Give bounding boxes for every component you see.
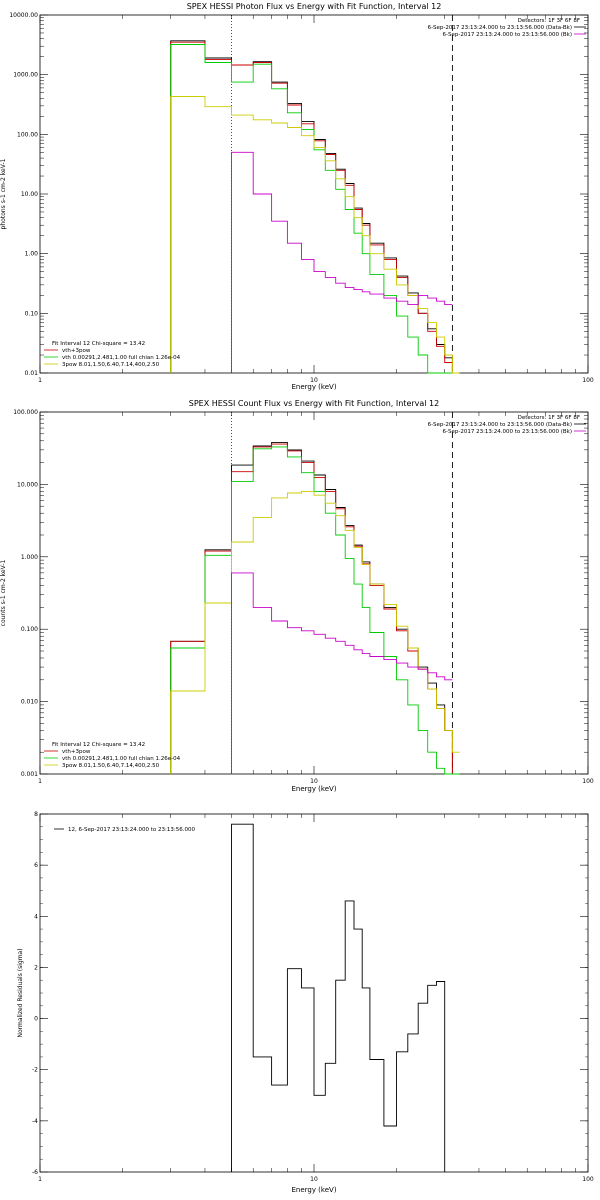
legend-bk-label: 6-Sep-2017 23:13:24.000 to 23:13:56.000 … (443, 32, 573, 38)
total-histogram (170, 41, 460, 374)
x-tick-label: 100 (582, 778, 594, 785)
data-histogram (170, 441, 460, 775)
y-tick-label: 0.10 (25, 310, 39, 317)
y-tick-label: 10000.00 (9, 12, 38, 19)
powerlaw-histogram (170, 96, 460, 374)
residuals-legend: 12, 6-Sep-2017 23:13:24.000 to 23:13:56.… (54, 827, 195, 833)
fit-label-2: Fit Interval 12 Chi-square = 13.42 (52, 742, 145, 748)
photon-flux-axes: 1 10 100 0.01 0.10 1.00 10.00 100.00 1000.00 1000… (9, 12, 594, 384)
x-tick-label: 10 (310, 1176, 318, 1183)
y-tick-label: 1000.00 (13, 72, 38, 79)
y-tick-label: -6 (32, 1169, 38, 1176)
y-tick-label: 2 (34, 964, 38, 971)
y-tick-label: 0.01 (25, 370, 39, 377)
y-tick-label: 0 (34, 1016, 38, 1023)
detectors-label: Detectors: 1F 3F 6F 8F (518, 18, 580, 24)
y-tick-label: 100.00 (17, 131, 38, 138)
x-tick-label: 100 (582, 377, 594, 384)
powerlaw-histogram (170, 490, 460, 774)
y-tick-label: 0.100 (21, 626, 38, 633)
photon-flux-fit-legend: Fit Interval 12 Chi-square = 13.42 vth+3… (44, 341, 181, 368)
x-tick-label: 1 (38, 778, 42, 785)
fit-pow-label: 3pow 8.01,1.50,6.40,7.14,400,2.50 (62, 362, 160, 368)
fit-label: Fit Interval 12 Chi-square = 13.42 (52, 341, 145, 347)
residuals-ylabel: Normalized Residuals (sigma) (17, 948, 24, 1037)
y-tick-label: 0.010 (21, 699, 38, 706)
legend-bk-label-2: 6-Sep-2017 23:13:24.000 to 23:13:56.000 … (443, 429, 573, 435)
y-tick-label: 1.000 (21, 554, 38, 561)
residuals-xlabel: Energy (keV) (291, 1186, 336, 1194)
data-histogram (170, 40, 460, 374)
residuals-panel: 1 10 100 -6 -4 -2 0 2 4 6 8 Energy (keV) Normalize… (17, 811, 594, 1194)
count-flux-panel: SPEX HESSI Count Flux vs Energy with Fit… (0, 399, 594, 793)
photon-flux-plot-frame (39, 14, 589, 374)
count-flux-legend: Detectors: 1F 3F 6F 8F 6-Sep-2017 23:13:… (428, 415, 586, 435)
y-tick-label: 4 (34, 913, 38, 920)
fit-total-label-2: vth+3pow (62, 749, 91, 755)
background-histogram (231, 151, 453, 373)
photon-flux-series (170, 40, 460, 374)
thermal-histogram (170, 446, 460, 775)
photon-flux-title: SPEX HESSI Photon Flux vs Energy with Fi… (187, 2, 442, 11)
y-tick-label: 10.00 (21, 191, 38, 198)
x-tick-label: 10 (310, 778, 318, 785)
fit-vth-label-2: vth 0.00291,2.481,1.00 full chian 1.26e-… (62, 756, 181, 762)
count-flux-fit-legend: Fit Interval 12 Chi-square = 13.42 vth+3… (44, 742, 181, 769)
y-tick-label: 0.001 (21, 771, 38, 778)
y-tick-label: 6 (34, 862, 38, 869)
x-tick-label: 1 (38, 377, 42, 384)
y-tick-label: -2 (32, 1067, 38, 1074)
x-tick-label: 100 (582, 1176, 594, 1183)
data-histogram (231, 823, 446, 1172)
fit-pow-label-2: 3pow 8.01,1.50,6.40,7.14,400,2.50 (62, 763, 160, 769)
count-flux-title: SPEX HESSI Count Flux vs Energy with Fit… (189, 399, 440, 408)
y-tick-label: -4 (32, 1118, 38, 1125)
residuals-legend-label: 12, 6-Sep-2017 23:13:24.000 to 23:13:56.… (68, 827, 195, 833)
photon-flux-panel: SPEX HESSI Photon Flux vs Energy with Fi… (0, 2, 594, 391)
y-tick-label: 8 (34, 811, 38, 818)
residuals-axes: 1 10 100 -6 -4 -2 0 2 4 6 8 (32, 811, 594, 1183)
legend-data-label-2: 6-Sep-2017 23:13:24.000 to 23:13:56.000 … (428, 422, 572, 428)
y-tick-label: 1.00 (25, 251, 39, 258)
total-histogram (170, 443, 460, 775)
y-tick-label: 10.000 (17, 481, 38, 488)
background-histogram (231, 572, 453, 774)
detectors-label-2: Detectors: 1F 3F 6F 8F (518, 415, 580, 421)
count-flux-series (170, 441, 460, 775)
legend-data-label: 6-Sep-2017 23:13:24.000 to 23:13:56.000 … (428, 25, 572, 31)
fit-total-label: vth+3pow (62, 348, 91, 354)
photon-flux-xlabel: Energy (keV) (291, 383, 336, 391)
count-flux-axes: 1 10 100 0.001 0.010 0.100 1.000 10.000 100.000 (13, 409, 594, 785)
photon-flux-ylabel: photons s-1 cm-2 keV-1 (0, 158, 7, 229)
thermal-histogram (170, 44, 460, 374)
x-tick-label: 10 (310, 377, 318, 384)
photon-flux-legend: Detectors: 1F 3F 6F 8F 6-Sep-2017 23:13:… (428, 18, 586, 38)
count-flux-ylabel: counts s-1 cm-2 keV-1 (0, 559, 7, 626)
count-flux-reference-lines (231, 412, 453, 774)
fit-vth-label: vth 0.00291,2.481,1.00 full chian 1.26e-… (62, 355, 181, 361)
y-tick-label: 100.000 (13, 409, 38, 416)
x-tick-label: 1 (38, 1176, 42, 1183)
count-flux-xlabel: Energy (keV) (291, 785, 336, 793)
residuals-series (231, 823, 446, 1172)
